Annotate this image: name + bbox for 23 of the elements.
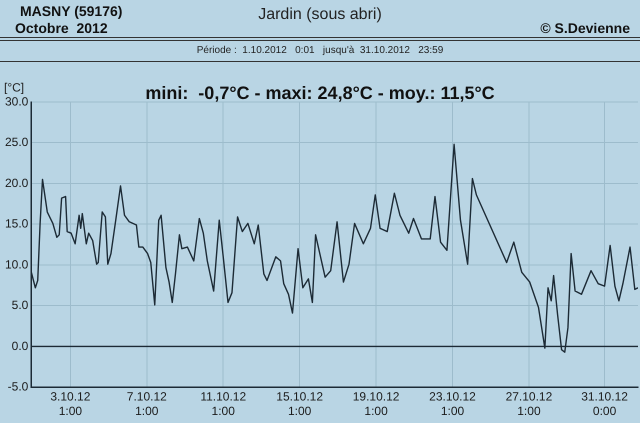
y-axis-title: [°C]	[4, 80, 24, 94]
x-tick-label: 3.10.12 1:00	[50, 390, 91, 418]
y-tick-label: 15.0	[4, 216, 29, 231]
y-tick-label: 20.0	[4, 176, 29, 190]
x-tick-label: 7.10.12 1:00	[126, 390, 168, 418]
x-tick-label: 31.10.12 0:00	[581, 390, 628, 418]
annotation: mini: -0,7°C - maxi: 24,8°C - moy.: 11,5°C	[145, 83, 495, 103]
chart-subtitle: Période : 1.10.2012 0:01 jusqu'à 31.10.2012 23:59	[196, 45, 444, 56]
x-tick-label: 15.10.12 1:00	[276, 390, 324, 418]
text: Octobre 2012	[15, 20, 108, 36]
y-tick-label: 5.0	[12, 298, 29, 312]
y-tick-label: 0.0	[12, 338, 29, 353]
y-tick-label: 25.0	[4, 135, 29, 150]
text: MASNY (59176)	[20, 3, 122, 19]
x-tick-label: 27.10.12 1:00	[506, 390, 553, 418]
x-tick-label: 19.10.12 1:00	[352, 390, 400, 418]
x-tick-label: 23.10.12 1:00	[429, 390, 476, 418]
chart-title: Jardin (sous abri)	[258, 6, 382, 23]
text: © S.Devienne	[540, 20, 630, 36]
x-tick-label: 11.10.12 1:00	[200, 390, 246, 418]
y-tick-label: 30.0	[4, 94, 29, 108]
y-tick-label: -5.0	[8, 380, 29, 394]
y-tick-label: 10.0	[4, 257, 29, 272]
